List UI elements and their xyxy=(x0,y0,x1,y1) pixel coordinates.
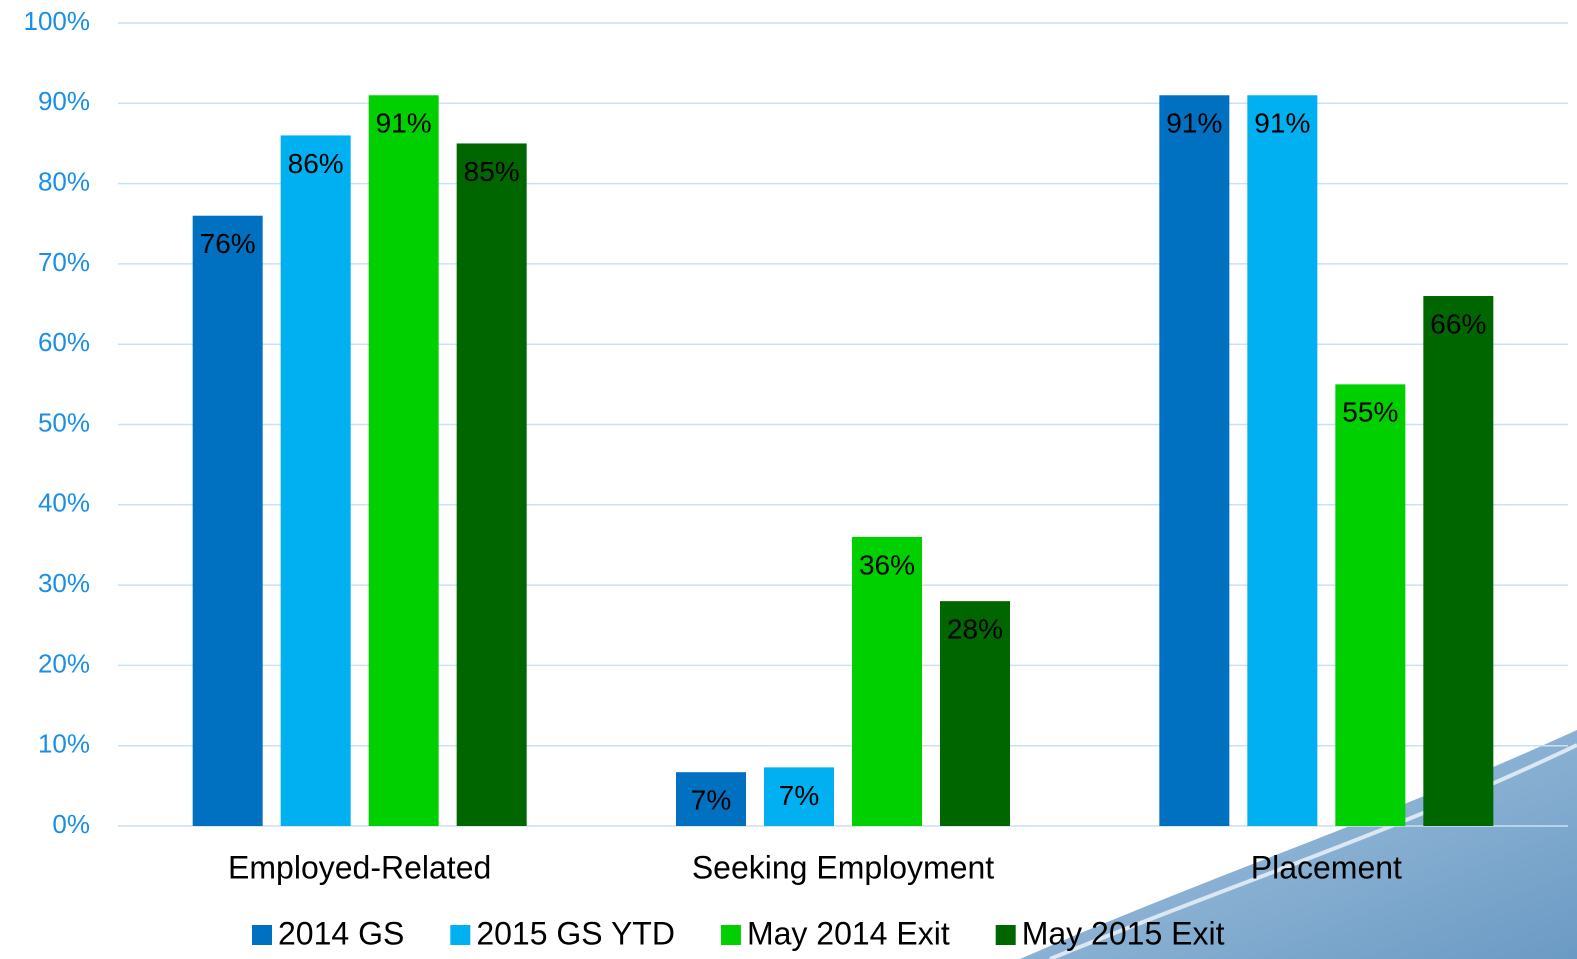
bar xyxy=(192,215,263,827)
bar xyxy=(1423,296,1494,826)
data-label: 86% xyxy=(288,148,344,179)
bar xyxy=(1335,384,1406,826)
y-tick-label: 60% xyxy=(38,327,90,357)
y-tick-label: 50% xyxy=(38,407,90,437)
x-tick-label: Seeking Employment xyxy=(692,849,994,885)
swoosh-highlight xyxy=(1049,743,1577,959)
legend-swatch xyxy=(252,925,272,945)
data-label: 66% xyxy=(1430,308,1486,339)
data-label: 91% xyxy=(1166,108,1222,139)
legend-label: 2015 GS YTD xyxy=(476,915,675,951)
bar xyxy=(852,536,922,826)
x-tick-label: Employed-Related xyxy=(228,849,491,885)
legend-swatch xyxy=(995,925,1016,945)
y-tick-label: 40% xyxy=(38,488,90,518)
bar xyxy=(368,95,439,826)
data-label: 76% xyxy=(200,228,256,259)
legend-swatch xyxy=(720,925,741,945)
data-label: 91% xyxy=(376,108,432,139)
data-label: 55% xyxy=(1342,397,1398,428)
legend-label: 2014 GS xyxy=(278,915,404,951)
data-label: 7% xyxy=(779,780,819,811)
y-tick-label: 20% xyxy=(38,648,90,678)
y-tick-label: 70% xyxy=(38,247,90,277)
bar xyxy=(940,601,1010,826)
data-label: 28% xyxy=(947,614,1003,645)
legend-label: May 2014 Exit xyxy=(747,915,950,951)
bar xyxy=(764,767,834,826)
bar xyxy=(1247,95,1318,826)
y-tick-label: 10% xyxy=(38,729,90,759)
x-tick-label: Placement xyxy=(1251,849,1402,885)
y-tick-label: 100% xyxy=(24,6,91,36)
y-tick-label: 90% xyxy=(38,86,90,116)
y-tick-label: 30% xyxy=(38,568,90,598)
data-label: 7% xyxy=(691,785,731,816)
data-label: 91% xyxy=(1254,108,1310,139)
bar xyxy=(676,772,746,826)
legend-swatch xyxy=(450,925,471,945)
y-tick-label: 80% xyxy=(38,166,90,196)
data-label: 85% xyxy=(464,156,520,187)
y-tick-label: 0% xyxy=(52,809,90,839)
data-label: 36% xyxy=(859,549,915,580)
legend-label: May 2015 Exit xyxy=(1022,915,1225,951)
bar xyxy=(456,143,527,826)
bar xyxy=(1159,95,1230,826)
bar xyxy=(280,135,351,827)
background-swoosh xyxy=(1020,730,1577,959)
